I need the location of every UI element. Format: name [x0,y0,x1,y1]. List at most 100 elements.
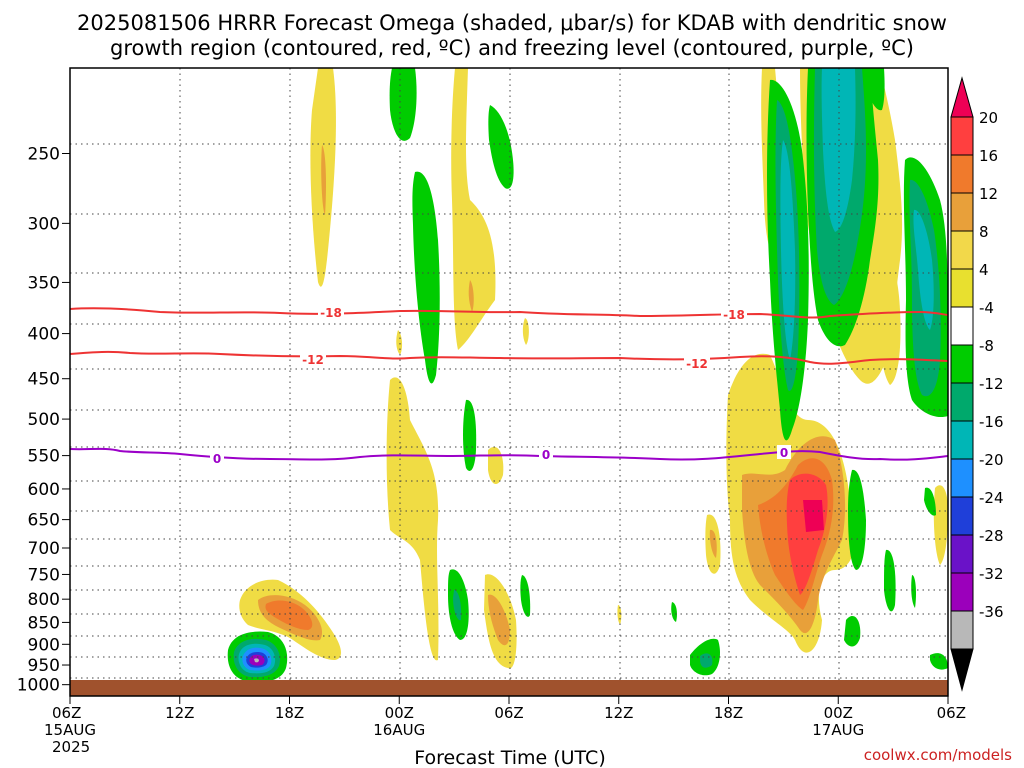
colorbar-swatch [950,610,974,650]
omega-area-positive-20 [803,500,824,532]
colorbar-label: 12 [979,185,998,203]
grid-lines [70,68,948,696]
omega-area-negative [520,575,531,617]
x-axis-label: Forecast Time (UTC) [414,747,605,768]
contour-label: 0 [542,448,550,462]
chart-title-line2: growth region (contoured, red, ºC) and f… [110,36,914,60]
contour-label: -18 [320,306,342,320]
colorbar-swatch [950,382,974,422]
y-tick-label: 650 [28,511,60,531]
colorbar-swatch [950,458,974,498]
omega-area-positive [933,485,948,565]
x-tick-label: 06Z [494,704,523,722]
omega-area-negative [884,549,896,612]
chart-title-line1: 2025081506 HRRR Forecast Omega (shaded, … [77,11,947,35]
x-tick-label: 12Z [165,704,194,722]
omega-area-negative [463,399,477,471]
colorbar-label: -36 [979,603,1004,621]
omega-area-negative-12 [913,209,934,330]
watermark: coolwx.com/models [864,746,1012,764]
omega-area-positive-8 [321,145,326,215]
colorbar-cap-bottom [950,648,974,692]
omega-area-positive-12 [265,600,313,630]
y-tick-label: 850 [28,613,60,633]
colorbar-label: 8 [979,223,989,241]
omega-area-negative [866,68,885,111]
omega-area-negative [848,469,866,570]
x-tick-label: 06Z [937,704,966,722]
contour-line-zero [70,447,948,461]
omega-area-negative [911,575,916,608]
contour-label: -18 [723,308,745,322]
contour-label: 0 [780,446,788,460]
colorbar-label: -20 [979,451,1004,469]
omega-area-negative-12 [780,140,796,360]
colorbar-label: 20 [979,109,998,127]
x-tick-label: 12Z [604,704,633,722]
x-tick-label: 18Z [275,704,304,722]
dendritic-contours [70,307,948,365]
colorbar-swatch [950,420,974,460]
y-tick-label: 900 [28,635,60,655]
omega-area-positive [451,68,496,350]
y-tick-label: 950 [28,656,60,676]
contour-line-minus12 [70,350,948,365]
contour-labels: -18 -18 -12 -12 0 0 0 [210,305,791,466]
y-tick-label: 500 [28,410,60,430]
plot-area [70,68,948,696]
omega-area-negative [412,171,440,384]
colorbar-swatch [950,268,974,308]
x-tick-label: 00Z [824,704,853,722]
colorbar-label: -4 [979,299,994,317]
colorbar: 20 16 12 8 4 -4 -8 -12 -16 -20 -24 -28 -32 -36 [950,76,1004,692]
colorbar-label: 16 [979,147,998,165]
omega-area-positive-8 [468,280,474,312]
contour-label: 0 [213,452,221,466]
colorbar-swatch [950,306,974,346]
ground-surface [70,680,948,696]
x-tick-label: 18Z [714,704,743,722]
omega-area-positive [617,605,622,625]
y-tick-label: 300 [28,214,60,234]
colorbar-label: -8 [979,337,994,355]
x-tick-date: 17AUG [812,721,864,739]
colorbar-swatch [950,496,974,536]
y-tick-label: 450 [28,370,60,390]
omega-area-positive [396,330,403,355]
colorbar-label: 4 [979,261,989,279]
contour-label: -12 [686,357,708,371]
omega-area-positive [522,318,529,345]
x-tick-year: 2025 [52,738,90,756]
colorbar-swatch [950,534,974,574]
omega-area-positive-8 [709,529,717,558]
colorbar-swatch [950,116,974,156]
colorbar-label: -24 [979,489,1004,507]
colorbar-swatch [950,572,974,612]
freezing-level-contour [70,447,948,461]
y-tick-label: 550 [28,447,60,467]
x-tick-date: 15AUG [44,721,96,739]
omega-area-negative [671,602,677,622]
omega-area-negative-12 [821,68,856,232]
x-tick-label: 06Z [52,704,81,722]
colorbar-cap-top [950,76,974,118]
omega-area-negative [844,616,861,647]
y-tick-label: 800 [28,590,60,610]
x-tick-date: 16AUG [373,721,425,739]
y-tick-label: 750 [28,565,60,585]
colorbar-swatch [950,344,974,384]
omega-shading [227,68,948,683]
y-tick-label: 600 [28,480,60,500]
omega-area-negative-36 [254,658,259,663]
colorbar-label: -12 [979,375,1004,393]
omega-area-negative-8 [453,590,462,621]
omega-area-positive-8 [488,594,510,646]
colorbar-swatch [950,230,974,270]
y-tick-label: 250 [28,144,60,164]
colorbar-swatch [950,154,974,194]
contour-label: -12 [302,353,324,367]
y-tick-label: 350 [28,273,60,293]
omega-area-negative [389,68,417,141]
y-tick-label: 700 [28,539,60,559]
